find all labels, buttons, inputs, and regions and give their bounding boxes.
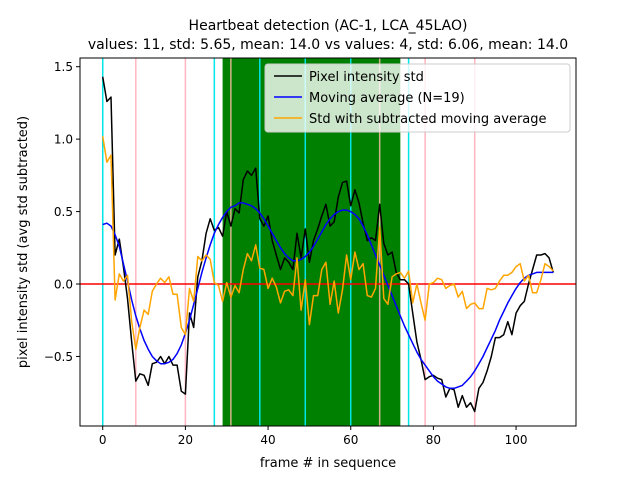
legend-label-subtracted: Std with subtracted moving average	[309, 112, 547, 127]
legend-label-moving-average: Moving average (N=19)	[309, 91, 465, 106]
y-tick-label: 0.0	[54, 278, 73, 292]
legend: Pixel intensity std Moving average (N=19…	[264, 63, 571, 133]
x-tick-label: 20	[178, 433, 193, 447]
y-tick-label: 0.5	[54, 205, 73, 219]
x-tick-label: 80	[426, 433, 441, 447]
series-group	[101, 76, 555, 413]
y-tick-label: 1.5	[54, 60, 73, 74]
x-axis-ticks: 0 20 40 60 80 100	[99, 426, 528, 447]
x-tick-label: 40	[260, 433, 275, 447]
y-tick-label: 1.0	[54, 133, 73, 147]
series-line-1	[102, 202, 554, 390]
y-tick-label: −0.5	[44, 350, 73, 364]
series-line-2	[101, 136, 554, 350]
chart-title: Heartbeat detection (AC-1, LCA_45LAO)	[189, 18, 468, 34]
legend-label-pixel-std: Pixel intensity std	[309, 70, 424, 85]
title-group: Heartbeat detection (AC-1, LCA_45LAO) va…	[88, 18, 568, 53]
series-line-0	[101, 76, 555, 413]
x-tick-label: 60	[343, 433, 358, 447]
y-axis-label: pixel intensity std (avg std subtracted)	[16, 116, 31, 368]
plot-frame	[79, 57, 577, 427]
x-axis-label: frame # in sequence	[260, 456, 396, 471]
x-tick-label: 0	[99, 433, 107, 447]
legend-box	[264, 63, 571, 133]
chart-subtitle: values: 11, std: 5.65, mean: 14.0 vs val…	[88, 37, 568, 53]
x-tick-label: 100	[505, 433, 528, 447]
y-axis-ticks: −0.5 0.0 0.5 1.0 1.5	[44, 60, 80, 364]
